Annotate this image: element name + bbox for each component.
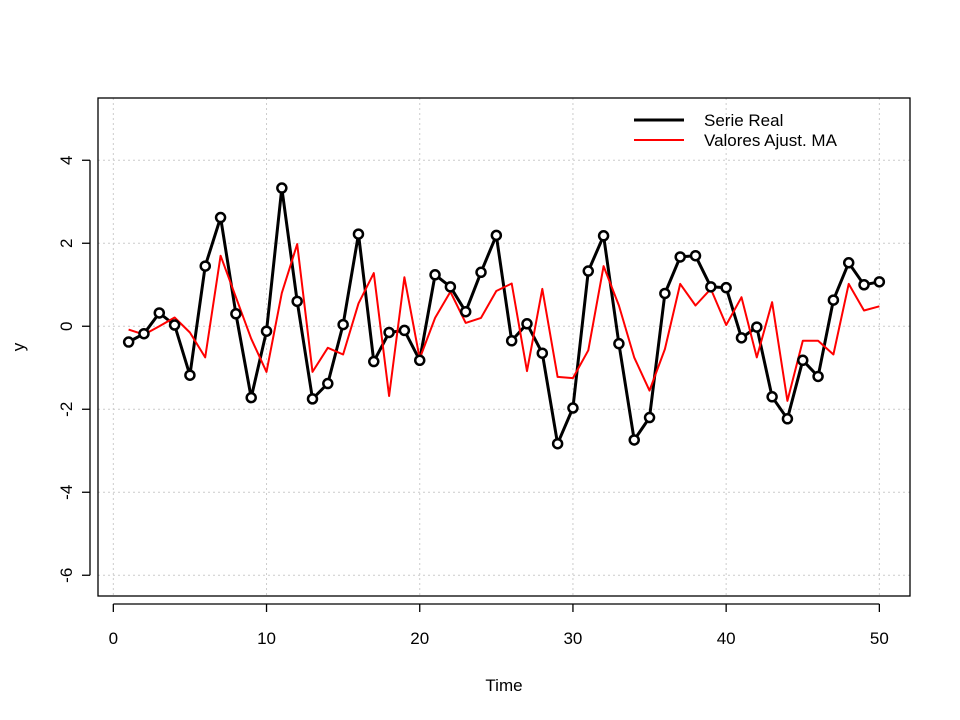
data-point — [337, 318, 349, 331]
data-point — [459, 305, 472, 318]
data-point — [766, 391, 778, 403]
x-tick-label: 50 — [870, 629, 889, 648]
data-point — [398, 324, 411, 337]
y-tick-label: -6 — [57, 568, 76, 583]
data-point — [781, 413, 794, 425]
y-tick-label: -2 — [57, 402, 76, 417]
data-point — [444, 281, 457, 293]
data-point — [352, 228, 365, 240]
data-point — [751, 321, 763, 333]
data-point — [475, 266, 487, 279]
data-point — [199, 260, 211, 272]
data-point — [490, 229, 503, 242]
data-point — [413, 354, 426, 367]
data-point — [797, 354, 809, 367]
data-point — [276, 182, 288, 194]
x-tick-label: 30 — [563, 629, 582, 648]
data-point — [597, 230, 610, 242]
y-tick-label: 0 — [57, 322, 76, 331]
y-tick-label: 4 — [57, 156, 76, 165]
legend-label-serie-real: Serie Real — [704, 111, 783, 130]
legend-label-valores-ajust-ma: Valores Ajust. MA — [704, 131, 838, 150]
x-axis-title: Time — [485, 676, 522, 695]
data-point — [168, 319, 181, 331]
data-point — [827, 294, 840, 306]
data-point — [812, 370, 824, 383]
legend: Serie Real Valores Ajust. MA — [634, 111, 838, 150]
data-point — [628, 434, 640, 446]
data-point — [720, 281, 732, 294]
data-point — [659, 287, 671, 300]
data-point — [184, 369, 196, 381]
data-point — [689, 249, 702, 262]
data-point — [122, 336, 135, 348]
data-point — [536, 347, 549, 359]
data-point — [873, 276, 886, 288]
data-point — [705, 281, 717, 293]
data-point — [322, 377, 334, 390]
data-point — [230, 308, 242, 320]
x-tick-label: 20 — [410, 629, 429, 648]
series-line-valores-ajust-ma — [128, 243, 880, 402]
data-point — [842, 257, 855, 269]
data-point — [613, 337, 625, 350]
data-point — [383, 326, 395, 339]
data-point — [551, 437, 564, 450]
data-point — [306, 393, 319, 405]
data-point — [521, 318, 533, 330]
data-point — [429, 269, 441, 281]
data-point — [674, 251, 686, 263]
x-tick-label: 10 — [257, 629, 276, 648]
y-tick-label: 2 — [57, 239, 76, 248]
data-point — [582, 265, 595, 277]
data-point — [214, 211, 227, 224]
series-layer — [122, 182, 886, 450]
plot-frame — [97, 97, 911, 597]
data-point — [567, 402, 579, 414]
data-point — [368, 355, 380, 368]
data-point — [858, 279, 870, 291]
data-point — [153, 307, 166, 319]
data-point — [245, 391, 257, 404]
x-tick-label: 40 — [717, 629, 736, 648]
y-tick-label: -4 — [57, 485, 76, 500]
data-point — [735, 332, 748, 344]
data-point — [505, 335, 518, 347]
y-axis-title: y — [9, 342, 28, 351]
data-point — [138, 327, 150, 340]
data-point — [291, 295, 303, 308]
data-point — [643, 411, 656, 424]
grid — [98, 98, 910, 596]
x-tick-label: 0 — [109, 629, 118, 648]
axes: 0 10 20 30 40 50 -6 -4 -2 0 2 4 — [57, 156, 889, 648]
data-point — [260, 325, 273, 337]
